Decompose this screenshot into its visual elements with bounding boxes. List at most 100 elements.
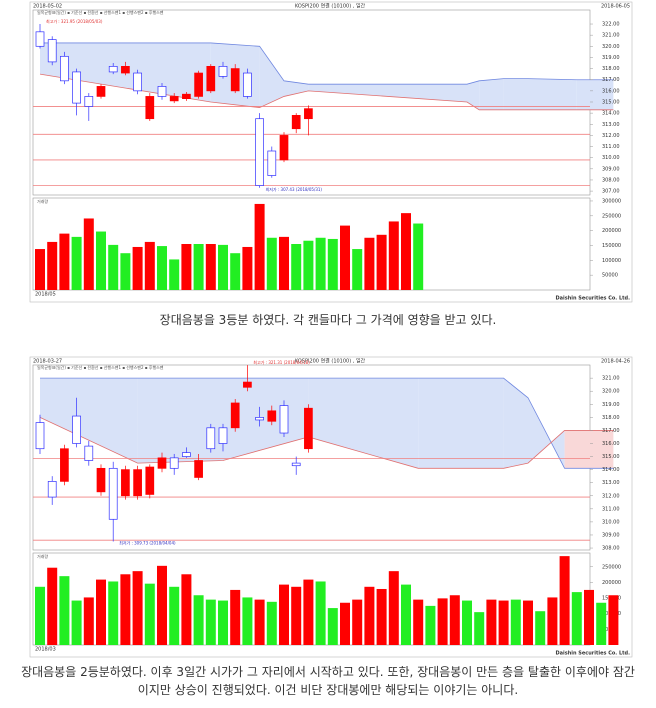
volume-bar bbox=[71, 600, 82, 645]
v-tick-label: 200000 bbox=[602, 228, 621, 234]
candle-body bbox=[145, 96, 155, 120]
volume-bar bbox=[144, 241, 155, 290]
candle-body bbox=[291, 115, 301, 130]
v-tick-label: 100000 bbox=[602, 258, 621, 264]
volume-bar bbox=[181, 574, 192, 645]
chart-title: KOSPI200 연결 (10100) , 일간 bbox=[295, 358, 366, 365]
volume-bar bbox=[413, 223, 424, 290]
volume-bar bbox=[388, 571, 399, 645]
volume-bar bbox=[205, 599, 216, 645]
candle-body bbox=[121, 66, 130, 74]
y-tick-label: 313.00 bbox=[602, 122, 620, 128]
v-tick-label: 200000 bbox=[602, 580, 621, 586]
candle-body bbox=[255, 417, 264, 421]
volume-bar bbox=[596, 602, 607, 645]
volume-bar bbox=[108, 244, 119, 290]
y-tick-label: 320.00 bbox=[602, 44, 620, 50]
candle-body bbox=[96, 86, 106, 97]
volume-bar bbox=[59, 233, 70, 290]
volume-bar bbox=[96, 579, 106, 645]
volume-bar bbox=[388, 221, 399, 290]
candle-body bbox=[133, 469, 142, 497]
y-tick-label: 308.00 bbox=[602, 177, 620, 183]
volume-bar bbox=[303, 240, 314, 290]
legend-text: 일목균형표(일간) ▪ 기준선 ▪ 전환선 ▪ 선행스팬1 ▪ 선행스팬2 ▪ … bbox=[37, 364, 164, 370]
y-tick-label: 320.00 bbox=[602, 389, 620, 395]
candle-body bbox=[304, 407, 313, 450]
high-label: 최고가 : 321.95 (2018/05/03) bbox=[46, 18, 103, 24]
v-tick-label: 250000 bbox=[602, 213, 621, 219]
low-label: 최저가 : 309.73 (2018/04/04) bbox=[119, 540, 176, 546]
y-tick-label: 309.00 bbox=[602, 532, 620, 538]
volume-bar bbox=[47, 241, 58, 290]
cloud-span2 bbox=[39, 73, 614, 111]
volume-bar bbox=[413, 599, 424, 645]
candle-body bbox=[279, 135, 289, 161]
y-tick-label: 317.00 bbox=[602, 77, 620, 83]
volume-bar bbox=[96, 231, 106, 290]
volume-bar bbox=[474, 612, 485, 645]
candle-body bbox=[133, 72, 142, 92]
volume-bar bbox=[291, 586, 302, 645]
volume-bar bbox=[266, 237, 277, 290]
legend-text: 일목균형표(일간) ▪ 기준선 ▪ 전환선 ▪ 선행스팬1 ▪ 선행스팬2 ▪ … bbox=[37, 9, 164, 15]
volume-bar bbox=[218, 244, 228, 290]
y-tick-label: 319.00 bbox=[602, 402, 620, 408]
v-tick-label: 50000 bbox=[602, 273, 618, 279]
candle-body bbox=[108, 467, 118, 520]
volume-bar bbox=[437, 598, 448, 645]
volume-bar bbox=[279, 236, 289, 290]
candle-body bbox=[157, 457, 167, 469]
volume-bar bbox=[327, 608, 338, 645]
candle-body bbox=[157, 86, 167, 97]
volume-bar bbox=[547, 597, 558, 645]
volume-bar bbox=[181, 244, 192, 290]
y-tick-label: 309.00 bbox=[602, 166, 620, 172]
volume-bar bbox=[242, 246, 253, 290]
high-label: 최고가 : 321.31 (2018/04/18) bbox=[253, 359, 310, 365]
cloud-fill bbox=[308, 378, 419, 469]
candle-body bbox=[72, 71, 81, 104]
y-tick-label: 310.00 bbox=[602, 519, 620, 525]
volume-bar bbox=[230, 253, 241, 290]
cloud-fill bbox=[467, 80, 480, 110]
volume-bar bbox=[71, 236, 82, 290]
candle-body bbox=[255, 118, 264, 186]
candle-body bbox=[60, 55, 69, 82]
caption: 장대음봉을 2등분하였다. 이후 3일간 시가가 그 자리에서 시작하고 있다.… bbox=[21, 665, 635, 697]
volume-bar bbox=[291, 244, 302, 290]
volume-bar bbox=[83, 218, 94, 290]
candle-body bbox=[84, 445, 94, 461]
candle-body bbox=[218, 427, 228, 444]
candle-body bbox=[206, 427, 216, 450]
candle-body bbox=[169, 96, 179, 102]
y-tick-label: 318.00 bbox=[602, 415, 620, 421]
volume-bar bbox=[340, 602, 350, 645]
cloud-fill bbox=[223, 378, 309, 461]
candle-body bbox=[267, 150, 277, 176]
chart-title: KOSPI200 연결 (10100) , 일간 bbox=[295, 3, 366, 10]
candle-body bbox=[218, 66, 228, 77]
volume-bar bbox=[193, 595, 204, 645]
candle-body bbox=[47, 39, 57, 63]
candle-body bbox=[145, 466, 155, 495]
volume-bar bbox=[47, 567, 58, 645]
v-tick-label: 250000 bbox=[602, 564, 621, 570]
volume-bar bbox=[35, 586, 45, 645]
candle-body bbox=[243, 72, 252, 97]
volume-bar bbox=[401, 584, 411, 645]
candle-body bbox=[47, 481, 57, 498]
y-tick-label: 312.00 bbox=[602, 493, 620, 499]
cloud-fill bbox=[40, 378, 138, 464]
y-tick-label: 319.00 bbox=[602, 55, 620, 61]
candle-body bbox=[279, 405, 289, 434]
v-tick-label: 300000 bbox=[602, 198, 621, 204]
cloud-fill bbox=[137, 378, 223, 464]
cloud-fill bbox=[564, 430, 614, 469]
candle-body bbox=[121, 469, 130, 497]
candle-body bbox=[291, 462, 301, 467]
volume-bar bbox=[315, 237, 326, 290]
volume-bar bbox=[230, 589, 241, 645]
source: Daishin Securities Co. Ltd. bbox=[556, 651, 631, 657]
volume-bar bbox=[205, 244, 216, 290]
